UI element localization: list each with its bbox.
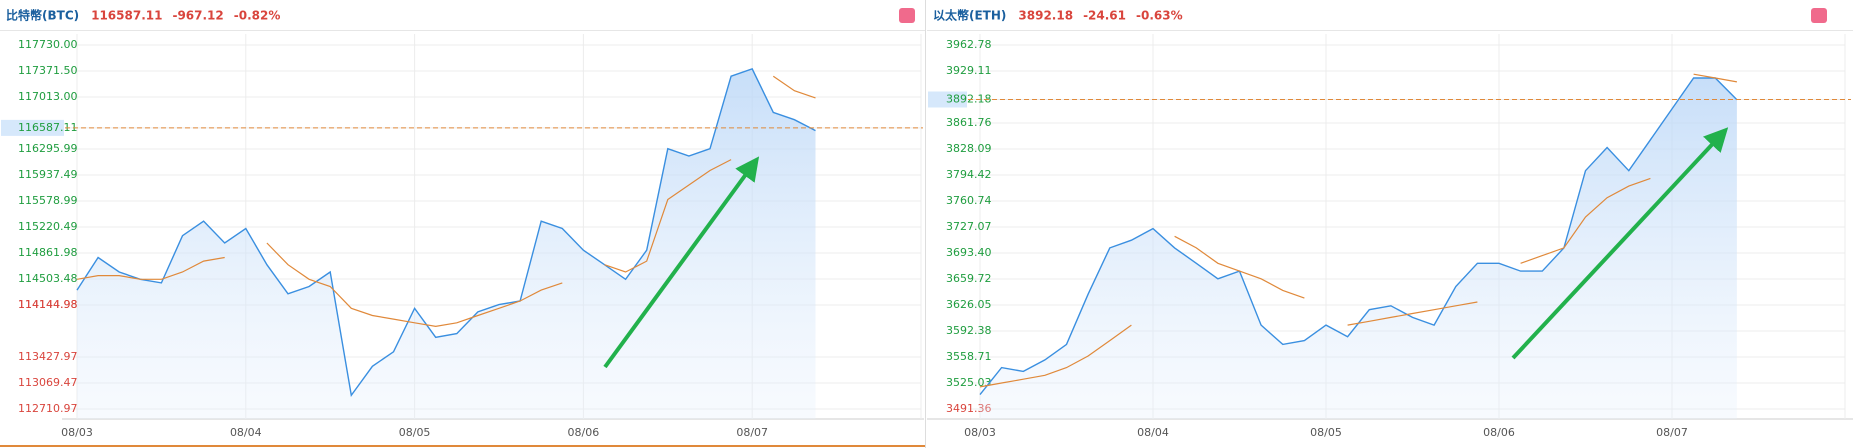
y-tick-label: 114503.48 (18, 272, 78, 285)
y-tick-label: 115937.49 (18, 168, 78, 181)
header-change: -967.12 (172, 9, 223, 23)
y-tick-label: 116295.99 (18, 142, 78, 155)
x-tick-label: 08/07 (1656, 426, 1688, 439)
y-tick-label: 3558.71 (946, 350, 992, 363)
y-tick-label: 116587.11 (18, 121, 78, 134)
chart-title: 以太幣(ETH) (933, 8, 1006, 23)
x-tick-label: 08/06 (568, 426, 600, 439)
y-tick-label: 3659.72 (946, 272, 992, 285)
price-line (76, 68, 816, 398)
y-tick-label: 117730.00 (18, 38, 78, 51)
y-tick-label: 3794.42 (946, 168, 992, 181)
annotation-arrow (1511, 127, 1729, 360)
average-line (76, 75, 816, 328)
header-change-pct: -0.63% (1136, 9, 1183, 23)
y-tick-label: 3962.78 (946, 38, 992, 51)
x-tick-label: 08/03 (964, 426, 996, 439)
y-tick-label: 3626.05 (946, 298, 992, 311)
favorite-button[interactable] (1811, 8, 1827, 23)
y-tick-label: 113427.97 (18, 350, 78, 363)
header-price: 3892.18 (1018, 9, 1073, 23)
header-change-pct: -0.82% (234, 9, 281, 23)
x-tick-label: 08/05 (399, 426, 431, 439)
y-tick-label: 114144.98 (18, 298, 78, 311)
current-price-tag (1, 119, 64, 136)
y-tick-label: 112710.97 (18, 402, 78, 415)
y-tick-label: 3828.09 (946, 142, 992, 155)
y-tick-label: 3592.38 (946, 324, 992, 337)
annotation-arrow (603, 156, 760, 369)
y-tick-label: 114144.98 (18, 298, 78, 311)
header-change: -24.61 (1083, 9, 1126, 23)
y-tick-label: 3727.07 (946, 220, 992, 233)
x-tick-label: 08/04 (230, 426, 262, 439)
y-tick-label: 3929.11 (946, 64, 992, 77)
y-tick-label: 3760.74 (946, 194, 992, 207)
y-tick-label: 117371.50 (18, 64, 78, 77)
average-line (979, 73, 1738, 388)
x-tick-label: 08/05 (1310, 426, 1342, 439)
x-tick-label: 08/04 (1137, 426, 1169, 439)
chart-title: 比特幣(BTC) (6, 8, 79, 23)
x-tick-label: 08/06 (1483, 426, 1515, 439)
y-tick-label: 3525.03 (946, 376, 992, 389)
y-tick-label: 113069.47 (18, 376, 78, 389)
x-tick-label: 08/07 (736, 426, 768, 439)
favorite-button[interactable] (899, 8, 915, 23)
y-tick-label: 117013.00 (18, 90, 78, 103)
y-tick-label: 115578.99 (18, 194, 78, 207)
price-area (980, 78, 1737, 419)
y-tick-label: 114861.98 (18, 246, 78, 259)
y-tick-label: 115220.49 (18, 220, 78, 233)
x-tick-label: 08/03 (61, 426, 93, 439)
y-tick-label: 3693.40 (946, 246, 992, 259)
header-price: 116587.11 (91, 9, 162, 23)
y-tick-label: 3861.76 (946, 116, 992, 129)
current-price-tag (928, 91, 967, 108)
